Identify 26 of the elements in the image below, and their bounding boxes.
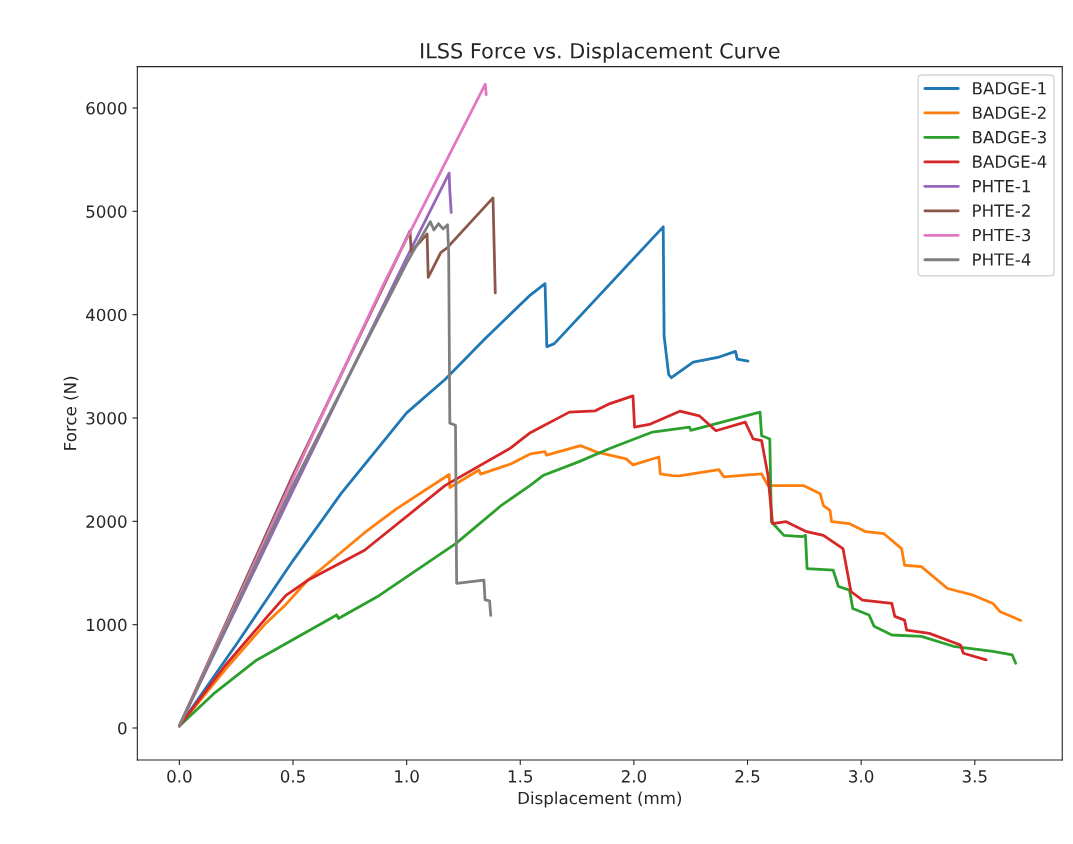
legend-label: BADGE-2: [973, 106, 1046, 120]
x-tick-label: 1.0: [395, 770, 419, 783]
y-tick-label: 3000: [86, 411, 127, 425]
chart-title: ILSS Force vs. Displacement Curve: [421, 42, 780, 63]
legend-label: PHTE-2: [973, 204, 1030, 217]
y-tick-label: 4000: [86, 308, 127, 322]
x-tick-label: 0.5: [280, 770, 305, 783]
legend-label: PHTE-3: [973, 228, 1031, 242]
y-tick-label: 1000: [87, 618, 127, 632]
x-tick-label: 2.5: [735, 770, 760, 783]
x-tick-label: 1.5: [508, 770, 533, 783]
legend-label: BADGE-1: [973, 81, 1046, 95]
legend-label: BADGE-4: [973, 155, 1047, 168]
y-tick-label: 5000: [86, 205, 127, 218]
y-axis-title: Force (N): [63, 376, 79, 450]
legend-label: BADGE-3: [973, 130, 1046, 144]
x-tick-label: 2.0: [621, 770, 647, 783]
legend-label: PHTE-4: [973, 253, 1031, 266]
y-tick-label: 2000: [86, 515, 127, 528]
x-axis-title: Displacement (mm): [518, 791, 682, 808]
x-tick-label: 0.0: [167, 770, 192, 783]
x-tick-label: 3.5: [962, 770, 987, 783]
y-tick-label: 0: [118, 721, 127, 735]
legend-label: PHTE-1: [973, 180, 1030, 193]
x-tick-label: 3.0: [849, 770, 874, 783]
y-tick-label: 6000: [86, 101, 127, 115]
